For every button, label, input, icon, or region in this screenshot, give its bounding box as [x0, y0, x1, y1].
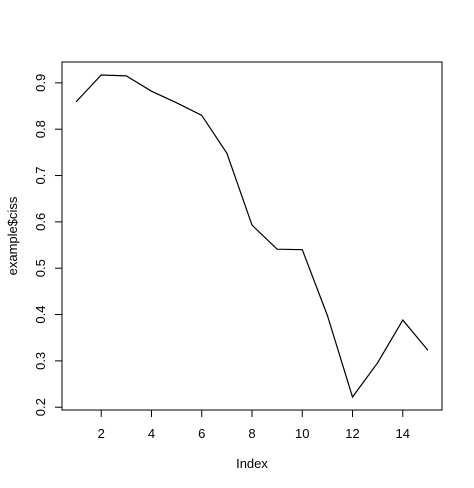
x-tick-label: 10 — [295, 426, 309, 441]
y-axis-title: example$ciss — [5, 196, 20, 275]
y-tick-label: 0.9 — [33, 74, 48, 92]
x-tick-label: 2 — [98, 426, 105, 441]
y-tick-label: 0.2 — [33, 398, 48, 416]
y-tick-label: 0.6 — [33, 213, 48, 231]
x-tick-label: 12 — [345, 426, 359, 441]
x-tick-label: 8 — [248, 426, 255, 441]
x-tick-label: 4 — [148, 426, 155, 441]
x-axis: 2 4 6 8 10 12 14 — [98, 409, 410, 441]
series-line — [75, 74, 429, 399]
y-tick-label: 0.5 — [33, 259, 48, 277]
plot-frame — [61, 61, 443, 411]
x-tick-label: 6 — [198, 426, 205, 441]
x-axis-title: Index — [236, 456, 268, 471]
y-tick-label: 0.7 — [33, 166, 48, 184]
y-axis: 0.2 0.3 0.4 0.5 0.6 0.7 0.8 0.9 — [33, 74, 63, 416]
y-tick-label: 0.8 — [33, 120, 48, 138]
x-tick-label: 14 — [396, 426, 410, 441]
y-tick-label: 0.4 — [33, 306, 48, 324]
y-tick-label: 0.3 — [33, 352, 48, 370]
